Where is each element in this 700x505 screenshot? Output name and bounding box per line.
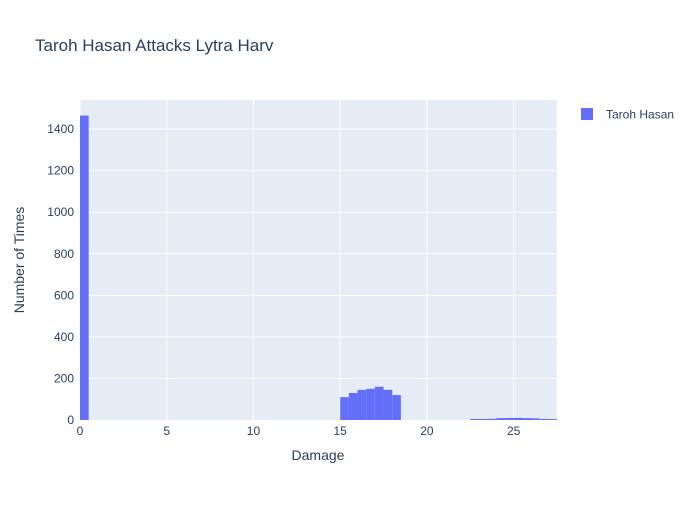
plot-background [80, 100, 557, 420]
histogram-bar[interactable] [487, 418, 497, 420]
histogram-bar[interactable] [504, 417, 514, 420]
histogram-bar[interactable] [496, 418, 505, 420]
histogram-bar[interactable] [513, 417, 523, 420]
histogram-bar[interactable] [392, 395, 401, 420]
y-tick-label: 1000 [47, 205, 74, 219]
histogram-bar[interactable] [530, 418, 540, 420]
histogram-bar[interactable] [383, 389, 393, 420]
chart-title: Taroh Hasan Attacks Lytra Harv [35, 36, 274, 55]
x-tick-label: 5 [163, 424, 170, 438]
histogram-bar[interactable] [539, 418, 549, 420]
x-tick-label: 15 [334, 424, 348, 438]
x-tick-label: 10 [247, 424, 261, 438]
y-axis-title: Number of Times [11, 207, 27, 314]
histogram-bar[interactable] [357, 389, 367, 420]
histogram-bar[interactable] [478, 418, 488, 420]
y-tick-label: 0 [67, 413, 74, 427]
y-tick-label: 400 [54, 330, 74, 344]
legend[interactable]: Taroh Hasan [581, 108, 674, 122]
x-tick-label: 25 [507, 424, 521, 438]
y-tick-label: 1400 [47, 122, 74, 136]
y-tick-label: 800 [54, 247, 74, 261]
legend-label: Taroh Hasan [606, 108, 674, 122]
y-tick-label: 600 [54, 288, 74, 302]
histogram-bar[interactable] [470, 418, 479, 420]
x-axis-ticks: 0 5 10 15 20 25 [77, 424, 521, 438]
y-axis-ticks: 0 200 400 600 800 1000 1200 1400 [47, 122, 74, 427]
histogram-bar[interactable] [348, 392, 358, 420]
x-tick-label: 0 [77, 424, 84, 438]
x-tick-label: 20 [420, 424, 434, 438]
histogram-bar[interactable] [366, 388, 375, 420]
histogram-bar[interactable] [548, 419, 557, 420]
histogram-bar[interactable] [80, 115, 89, 421]
histogram-bar[interactable] [340, 397, 349, 420]
histogram-bar[interactable] [374, 386, 384, 420]
y-tick-label: 1200 [47, 164, 74, 178]
legend-swatch [581, 108, 593, 120]
bars [80, 115, 557, 421]
y-tick-label: 200 [54, 371, 74, 385]
x-axis-title: Damage [292, 447, 345, 463]
grid-lines [79, 100, 557, 420]
histogram-bar[interactable] [522, 418, 531, 420]
